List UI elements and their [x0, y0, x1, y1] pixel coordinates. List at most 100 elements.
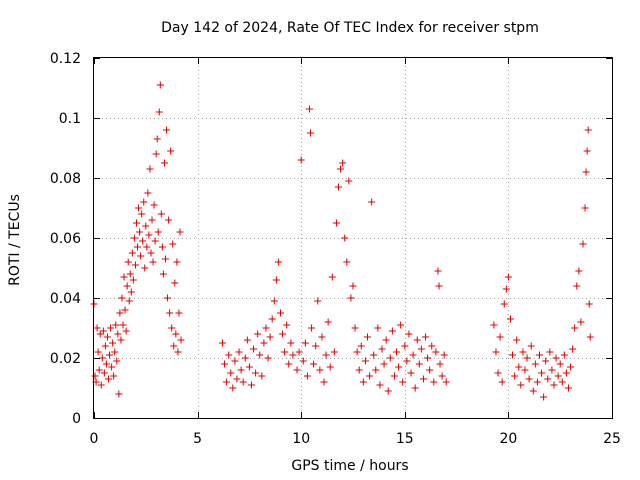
data-point	[355, 366, 363, 374]
data-point	[316, 366, 324, 374]
data-point	[531, 360, 539, 368]
data-point	[370, 351, 378, 359]
data-point	[108, 363, 116, 371]
data-point	[517, 381, 525, 389]
data-point	[521, 366, 529, 374]
data-point	[112, 321, 120, 329]
data-point	[546, 348, 554, 356]
data-point	[380, 360, 388, 368]
data-point	[270, 297, 278, 305]
data-point	[262, 324, 270, 332]
grid	[94, 58, 612, 418]
data-point	[293, 366, 301, 374]
x-tick-label: 5	[193, 431, 202, 447]
data-point	[361, 357, 369, 365]
data-point	[218, 339, 226, 347]
data-point	[562, 369, 570, 377]
data-point	[494, 369, 502, 377]
data-point	[349, 282, 357, 290]
data-point	[136, 228, 144, 236]
data-point	[442, 378, 450, 386]
data-point	[542, 357, 550, 365]
data-point	[515, 363, 523, 371]
data-point	[289, 351, 297, 359]
data-point	[345, 177, 353, 185]
data-point	[128, 249, 136, 257]
data-point	[312, 342, 320, 350]
data-point	[140, 198, 148, 206]
data-point	[525, 375, 533, 383]
data-point	[116, 309, 124, 317]
data-point	[152, 150, 160, 158]
data-point	[227, 369, 235, 377]
data-point	[397, 321, 405, 329]
data-point	[123, 282, 131, 290]
data-point	[411, 384, 419, 392]
data-point	[99, 327, 107, 335]
y-tick-label: 0.12	[50, 51, 81, 67]
data-point	[169, 240, 177, 248]
data-point	[95, 366, 103, 374]
x-tick-label: 10	[292, 431, 310, 447]
data-point	[295, 348, 303, 356]
data-point	[165, 216, 173, 224]
data-point	[378, 345, 386, 353]
data-point	[422, 333, 430, 341]
data-point	[117, 336, 125, 344]
data-point	[264, 354, 272, 362]
data-point	[409, 351, 417, 359]
data-point	[538, 369, 546, 377]
data-point	[115, 390, 123, 398]
data-point	[301, 339, 309, 347]
data-point	[118, 294, 126, 302]
data-point	[168, 324, 176, 332]
data-point	[351, 324, 359, 332]
data-point	[279, 330, 287, 338]
data-point	[164, 294, 172, 302]
data-point	[314, 297, 322, 305]
data-point	[560, 351, 568, 359]
data-point	[332, 219, 340, 227]
y-axis-label: ROTI / TECUs	[7, 194, 23, 286]
data-point	[506, 315, 514, 323]
data-point	[221, 360, 229, 368]
data-point	[577, 318, 585, 326]
data-point	[170, 342, 178, 350]
y-tick-label: 0.04	[50, 291, 81, 307]
data-point	[341, 234, 349, 242]
data-point	[97, 381, 105, 389]
data-point	[390, 372, 398, 380]
data-point	[272, 276, 280, 284]
data-point	[403, 357, 411, 365]
data-point	[176, 228, 184, 236]
data-point	[148, 216, 156, 224]
data-point	[110, 372, 118, 380]
data-point	[393, 348, 401, 356]
data-point	[91, 372, 99, 380]
data-point	[533, 378, 541, 386]
x-tick-label: 0	[90, 431, 99, 447]
data-point	[231, 357, 239, 365]
data-point	[138, 210, 146, 218]
data-point	[564, 384, 572, 392]
data-point	[586, 333, 594, 341]
data-point	[343, 258, 351, 266]
data-point	[399, 378, 407, 386]
data-point	[173, 258, 181, 266]
data-point	[171, 279, 179, 287]
data-point	[139, 237, 147, 245]
data-point	[583, 147, 591, 155]
data-point	[132, 219, 140, 227]
y-tick-label: 0.02	[50, 351, 81, 367]
data-point	[167, 147, 175, 155]
data-point	[258, 372, 266, 380]
data-point	[413, 336, 421, 344]
plot-frame	[93, 57, 613, 419]
data-point	[163, 126, 171, 134]
data-point	[575, 267, 583, 275]
data-point	[428, 342, 436, 350]
tick-labels: 0 5 10 15 20 25 0 0.02 0.04 0.06 0.08 0.1 0.12	[50, 51, 621, 447]
data-point	[405, 330, 413, 338]
data-point	[436, 360, 444, 368]
data-point	[144, 189, 152, 197]
